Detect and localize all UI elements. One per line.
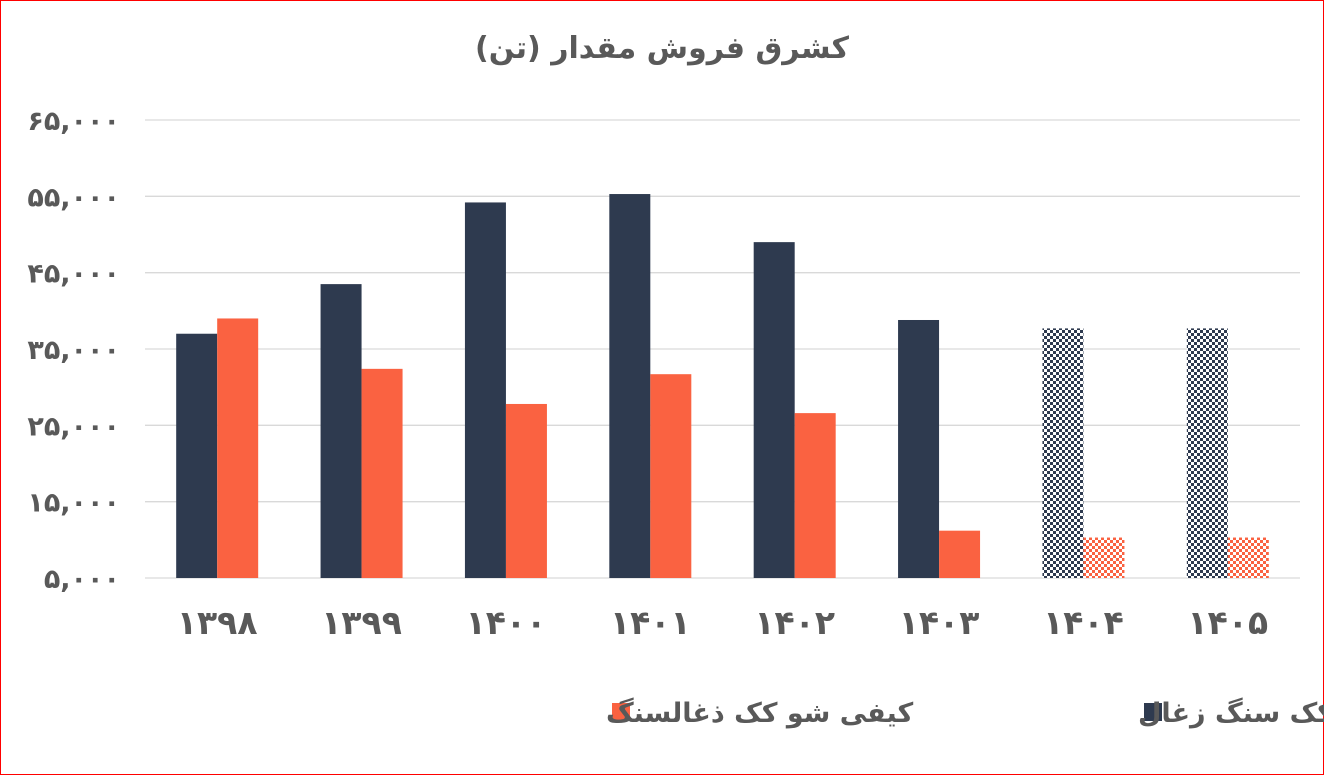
x-tick-label-1: ۱۳۹۹ (321, 603, 402, 642)
x-tick-label-3: ۱۴۰۱ (610, 603, 691, 642)
bar-series1-3 (650, 374, 692, 578)
x-tick-label-2: ۱۴۰۰ (466, 603, 547, 642)
bar-series1-7 (1227, 537, 1269, 578)
bar-series0-2 (464, 202, 506, 578)
bar-series0-0 (176, 333, 218, 578)
y-tick-label-4: ۴۵,۰۰۰ (27, 259, 120, 290)
y-tick-label-5: ۵۵,۰۰۰ (27, 182, 120, 213)
y-tick-label-0: ۵,۰۰۰ (44, 564, 120, 595)
bar-series1-6 (1083, 537, 1125, 578)
legend: یک درجه کیفی شو کک سنگ زغال کیفی شو کک ذ… (606, 697, 1324, 729)
legend-swatch-coking-coal (1144, 703, 1162, 721)
bar-series0-5 (898, 319, 940, 578)
bar-series1-2 (505, 403, 547, 578)
bar-series0-6 (1042, 328, 1084, 578)
legend-label-coking-coal: یک درجه کیفی شو کک سنگ زغال (1138, 697, 1324, 729)
bars (176, 194, 1269, 578)
bar-series0-1 (320, 284, 362, 578)
bar-series0-3 (609, 194, 651, 578)
x-tick-label-4: ۱۴۰۲ (754, 603, 835, 642)
bar-series0-7 (1186, 328, 1228, 578)
x-tick-label-0: ۱۳۹۸ (177, 603, 258, 642)
y-tick-label-6: ۶۵,۰۰۰ (27, 106, 120, 137)
x-tick-label-5: ۱۴۰۳ (899, 603, 980, 642)
x-axis-ticks: ۱۳۹۸ ۱۳۹۹ ۱۴۰۰ ۱۴۰۱ ۱۴۰۲ ۱۴۰۳ ۱۴۰۴ ۱۴۰۵ (177, 603, 1268, 642)
legend-label-coking-coal-grade: کیفی شو کک ذغالسنگ (606, 697, 914, 729)
y-tick-label-3: ۳۵,۰۰۰ (27, 335, 120, 366)
bar-series1-4 (794, 413, 836, 578)
gridlines (145, 119, 1300, 579)
bar-series0-4 (753, 242, 795, 578)
bar-series1-1 (361, 368, 403, 578)
bar-series1-5 (939, 530, 981, 578)
x-tick-label-6: ۱۴۰۴ (1043, 603, 1124, 642)
chart-title: (تن) کشرق فروش مقدار (475, 31, 849, 66)
y-axis-ticks: ۵,۰۰۰ ۱۵,۰۰۰ ۲۵,۰۰۰ ۳۵,۰۰۰ ۴۵,۰۰۰ ۵۵,۰۰۰ ۶۵,۰۰… (27, 106, 120, 595)
bar-series1-0 (217, 318, 259, 578)
y-tick-label-1: ۱۵,۰۰۰ (27, 488, 120, 519)
y-tick-label-2: ۲۵,۰۰۰ (27, 411, 120, 442)
legend-swatch-coking-coal-grade (612, 703, 630, 721)
x-tick-label-7: ۱۴۰۵ (1188, 603, 1269, 642)
